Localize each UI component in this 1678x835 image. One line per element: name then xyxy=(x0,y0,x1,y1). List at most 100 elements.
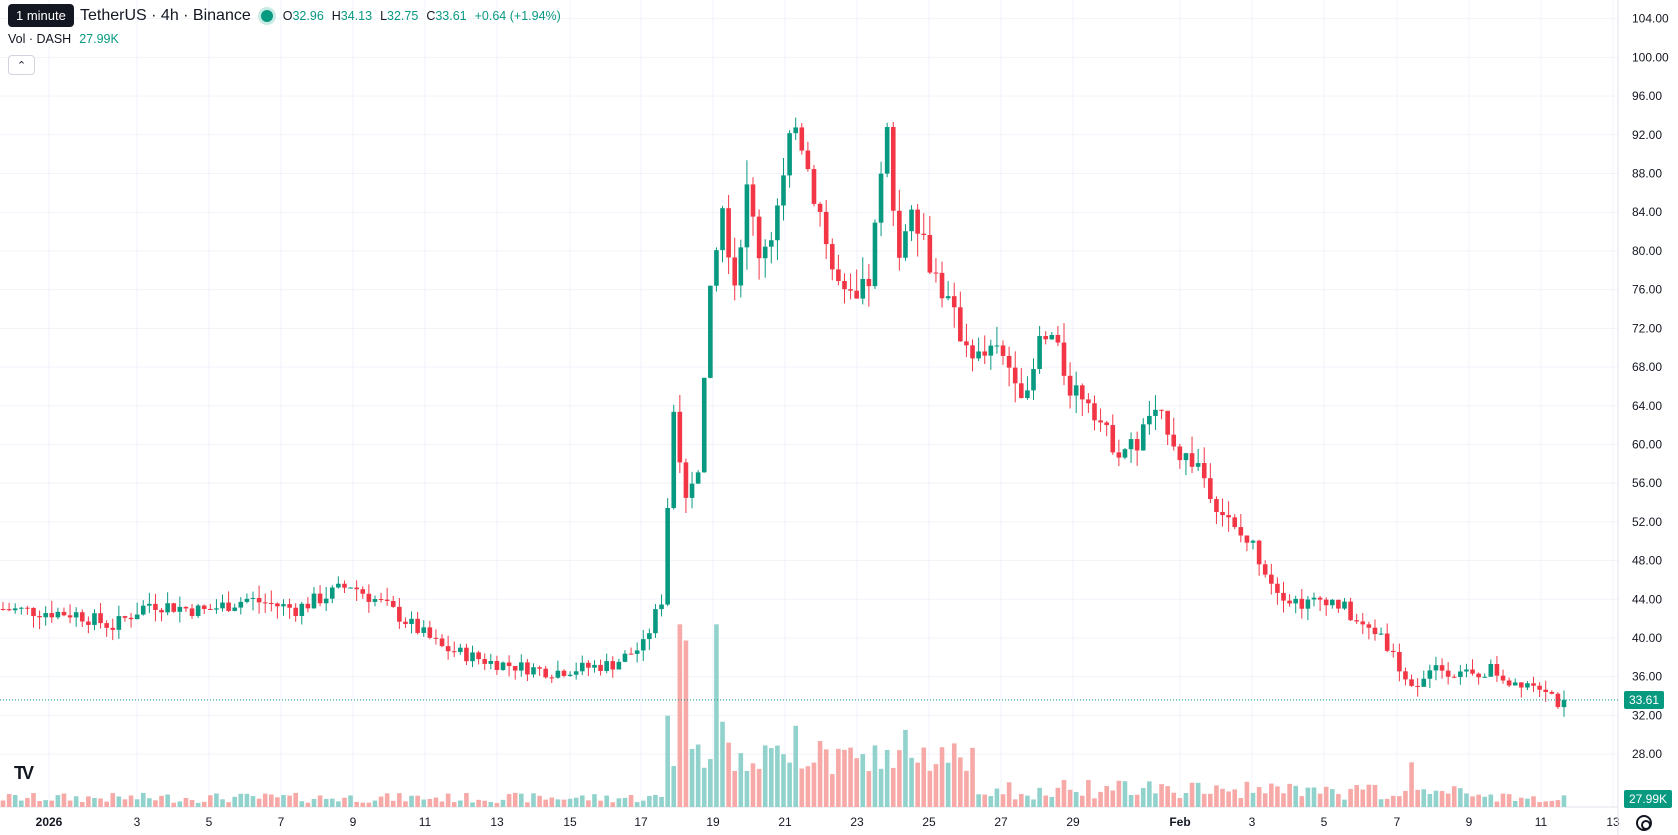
close-value: 33.61 xyxy=(435,9,467,23)
candle-body xyxy=(214,608,219,610)
y-tick-label: 36.00 xyxy=(1632,670,1662,684)
volume-bar xyxy=(92,797,97,807)
candle-body xyxy=(506,662,512,667)
candle-body xyxy=(829,244,835,270)
symbol-title[interactable]: TetherUS · 4h · Binance xyxy=(80,7,251,24)
candle-body xyxy=(244,598,250,602)
candle-body xyxy=(323,598,329,604)
candle-body xyxy=(171,603,177,612)
candle-body xyxy=(1201,463,1207,479)
x-tick-label: 9 xyxy=(350,815,357,829)
candle-body xyxy=(311,593,317,609)
candle-body xyxy=(348,587,353,589)
volume-bar xyxy=(1049,796,1055,807)
candle-body xyxy=(909,209,914,232)
candle-body xyxy=(604,661,609,671)
volume-bar xyxy=(823,749,829,807)
volume-bar xyxy=(1506,794,1512,807)
gear-icon[interactable] xyxy=(1636,815,1652,831)
candle-body xyxy=(12,608,18,611)
volume-bar xyxy=(860,754,866,807)
volume-bar xyxy=(1055,787,1061,807)
volume-bar xyxy=(708,759,713,807)
volume-bar xyxy=(579,795,585,807)
volume-bar xyxy=(147,798,152,807)
candle-body xyxy=(622,653,628,662)
volume-bar xyxy=(482,800,488,807)
candle-body xyxy=(683,462,689,498)
volume-bar xyxy=(1177,797,1183,807)
volume-bar xyxy=(256,798,262,807)
volume-bar xyxy=(567,798,573,807)
y-tick-label: 76.00 xyxy=(1632,283,1662,297)
volume-label[interactable]: Vol · DASH xyxy=(8,32,72,46)
volume-bar xyxy=(1110,790,1116,807)
candle-body xyxy=(915,209,920,234)
candle-body xyxy=(592,664,597,668)
candle-body xyxy=(1293,598,1299,604)
volume-bar xyxy=(134,799,140,807)
candle-body xyxy=(1561,699,1567,708)
x-tick-label: 25 xyxy=(922,815,936,829)
last-price-tag: 33.61 xyxy=(1624,690,1665,709)
candle-body xyxy=(1342,601,1347,609)
volume-bar xyxy=(153,800,158,807)
candle-body xyxy=(116,616,122,630)
volume-bar xyxy=(1140,788,1146,807)
candle-body xyxy=(488,661,494,664)
x-tick-label: 3 xyxy=(134,815,141,829)
volume-bar xyxy=(1037,787,1042,807)
volume-bar xyxy=(695,744,701,807)
volume-bar xyxy=(793,725,798,807)
candle-body xyxy=(201,605,207,609)
candle-body xyxy=(6,609,12,611)
tradingview-logo[interactable]: TV xyxy=(14,763,34,783)
volume-bar xyxy=(476,799,481,807)
volume-bar xyxy=(1122,781,1128,807)
candle-body xyxy=(183,606,189,609)
candle-body xyxy=(1384,633,1390,651)
candle-body xyxy=(1098,420,1103,423)
candle-body xyxy=(573,671,579,675)
candle-body xyxy=(37,616,42,618)
candle-body xyxy=(482,659,488,664)
volume-bar xyxy=(427,798,433,807)
candle-body xyxy=(775,205,780,241)
candle-body xyxy=(970,345,975,359)
candle-body xyxy=(1037,336,1042,369)
volume-bar xyxy=(787,762,792,807)
candle-body xyxy=(689,483,695,498)
volume-bar xyxy=(836,748,841,807)
y-tick-label: 100.00 xyxy=(1632,50,1669,64)
volume-bar xyxy=(1378,799,1384,807)
volume-bar xyxy=(1025,795,1030,807)
volume-bar xyxy=(1360,789,1366,807)
volume-bar xyxy=(1153,793,1158,807)
volume-bar xyxy=(659,796,664,807)
volume-bar xyxy=(1451,786,1457,807)
ohlc-values: O32.96 H34.13 L32.75 C33.61 +0.64 (+1.94… xyxy=(283,9,561,23)
candle-body xyxy=(647,633,652,640)
candle-body xyxy=(695,472,701,484)
volume-bar xyxy=(226,802,231,807)
volume-bar xyxy=(1134,794,1140,807)
candle-body xyxy=(1525,683,1530,688)
candle-body xyxy=(769,240,774,247)
candle-body xyxy=(299,603,305,616)
candle-body xyxy=(994,345,1000,347)
x-tick-label: 11 xyxy=(419,815,432,829)
volume-bar xyxy=(1409,762,1414,807)
volume-bar xyxy=(1079,795,1085,807)
volume-bar xyxy=(549,797,555,807)
volume-bar xyxy=(604,795,609,807)
volume-bar xyxy=(665,715,670,807)
collapse-legend-button[interactable]: ⌃ xyxy=(8,55,35,75)
volume-bar xyxy=(378,796,384,807)
candle-body xyxy=(317,593,323,604)
candle-body xyxy=(512,666,518,671)
volume-bar xyxy=(1000,794,1006,807)
volume-bar xyxy=(939,747,945,807)
volume-bar xyxy=(104,801,109,807)
volume-bar xyxy=(1256,787,1262,807)
